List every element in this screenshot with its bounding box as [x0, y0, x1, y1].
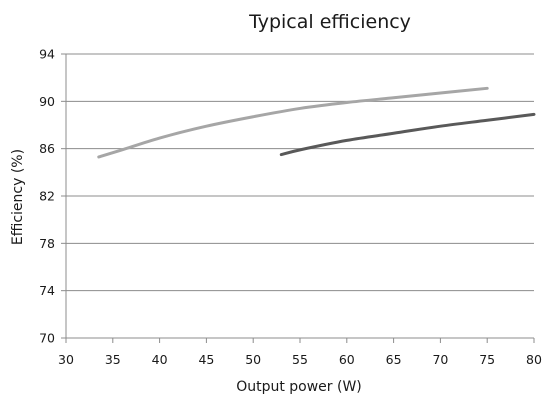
x-tick-label-70: 70 — [432, 352, 448, 367]
x-tick-label-80: 80 — [526, 352, 542, 367]
y-tick-label-86: 86 — [39, 141, 55, 156]
y-axis-label: Efficiency (%) — [10, 149, 26, 245]
chart-title: Typical efficiency — [248, 11, 411, 33]
grid-layer — [61, 53, 535, 343]
y-tick-label-78: 78 — [39, 236, 55, 251]
y-tick-label-94: 94 — [39, 47, 55, 62]
series-line-1 — [97, 86, 489, 159]
x-tick-labels: 30 35 40 45 50 55 60 65 70 75 80 — [58, 352, 542, 367]
x-tick-label-65: 65 — [386, 352, 402, 367]
x-tick-label-55: 55 — [292, 352, 308, 367]
x-tick-label-40: 40 — [152, 352, 168, 367]
x-tick-label-35: 35 — [105, 352, 121, 367]
x-axis-label: Output power (W) — [236, 379, 362, 395]
x-tick-label-50: 50 — [245, 352, 261, 367]
x-tick-label-60: 60 — [339, 352, 355, 367]
series-layer — [97, 86, 536, 159]
y-tick-label-90: 90 — [39, 94, 55, 109]
y-tick-label-74: 74 — [39, 283, 55, 298]
y-tick-labels: 70 74 78 82 86 90 94 — [39, 47, 55, 346]
series-line-2 — [279, 112, 536, 157]
x-tick-label-45: 45 — [198, 352, 214, 367]
y-tick-label-82: 82 — [39, 189, 55, 204]
x-tick-label-30: 30 — [58, 352, 74, 367]
y-tick-label-70: 70 — [39, 331, 55, 346]
x-tick-label-75: 75 — [479, 352, 495, 367]
